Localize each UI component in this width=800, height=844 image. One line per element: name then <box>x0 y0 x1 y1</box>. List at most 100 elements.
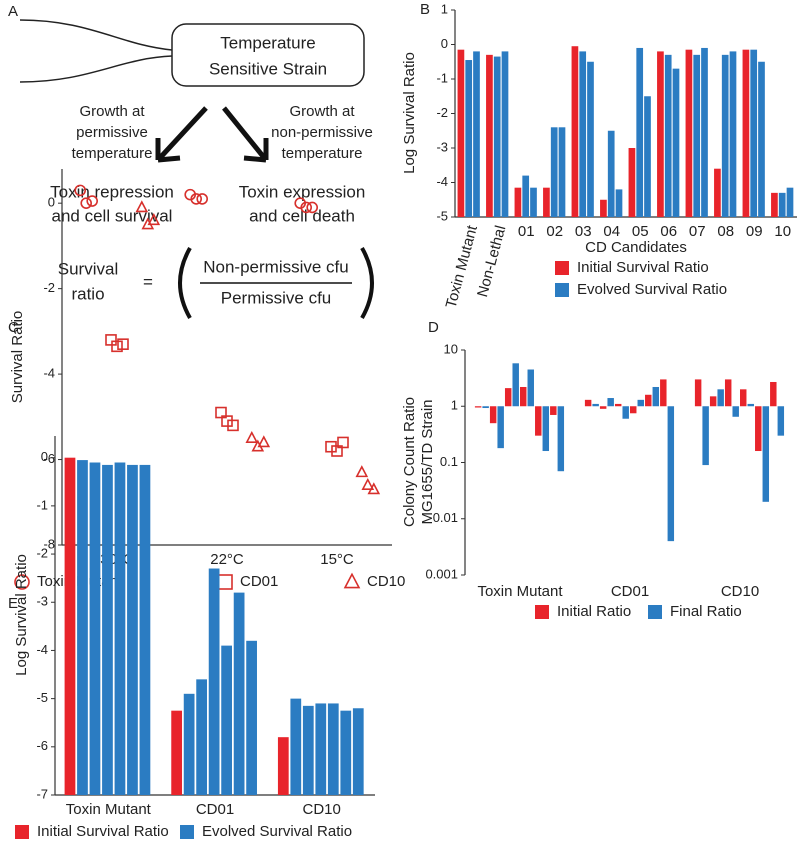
y-tick-label: -5 <box>36 690 48 705</box>
y-tick-label: -4 <box>436 174 448 189</box>
point <box>306 201 319 214</box>
strain-box <box>171 23 365 87</box>
legend-swatch <box>535 605 549 619</box>
legend-label: Final Ratio <box>670 603 742 620</box>
bar <box>571 46 579 217</box>
formula-equals: = <box>143 272 153 291</box>
x-tick-label: 04 <box>603 223 620 240</box>
bar <box>657 51 664 218</box>
bar <box>771 192 778 217</box>
y-tick-label: -6 <box>36 738 48 753</box>
bar <box>667 406 675 542</box>
condition-text: temperature <box>72 145 153 162</box>
bar <box>614 403 622 407</box>
bar <box>457 49 465 217</box>
point <box>355 465 369 478</box>
point <box>196 193 208 205</box>
panel-label: E <box>8 595 18 612</box>
point <box>245 430 259 443</box>
point <box>337 436 349 449</box>
bar <box>208 568 220 795</box>
bar <box>721 54 729 217</box>
point <box>331 445 343 457</box>
bar <box>64 457 76 795</box>
bar <box>474 406 482 408</box>
bar <box>636 47 644 218</box>
x-tick-label: 09 <box>746 223 763 240</box>
y-tick-label: -8 <box>43 536 55 551</box>
x-tick-label: 15°C <box>320 551 354 568</box>
bar <box>102 464 113 795</box>
bar <box>709 396 717 407</box>
point <box>135 200 149 213</box>
x-tick-label: 03 <box>575 223 592 240</box>
x-tick-label: Toxin Mutant <box>66 801 152 818</box>
x-tick-label: 05 <box>632 223 649 240</box>
bar <box>628 148 636 217</box>
x-tick-label: CD01 <box>611 583 649 600</box>
bar <box>327 703 339 795</box>
bar <box>592 403 599 407</box>
formula-text: Survival <box>58 259 118 278</box>
bar <box>520 386 527 407</box>
y-tick-label: -7 <box>36 786 48 801</box>
bar <box>777 406 785 436</box>
x-tick-label: Non-Lethal <box>474 224 509 299</box>
bar <box>672 68 680 218</box>
bar <box>489 406 497 424</box>
bar <box>183 693 195 795</box>
y-tick-label: -5 <box>436 208 448 223</box>
bar <box>740 389 747 407</box>
x-tick-label: 01 <box>518 223 535 240</box>
outcome-text: Toxin repression <box>50 182 174 201</box>
point <box>147 213 161 226</box>
legend-swatch <box>648 605 662 619</box>
bar <box>196 679 208 795</box>
y-tick-label: 0 <box>441 36 448 51</box>
bar <box>465 60 473 218</box>
y-tick-label: -4 <box>43 366 55 381</box>
legend-label: Initial Survival Ratio <box>37 823 169 840</box>
bar <box>579 51 587 218</box>
x-tick-label: 02 <box>546 223 563 240</box>
x-tick-label: 08 <box>717 223 734 240</box>
bar <box>504 388 512 407</box>
parenthesis <box>360 247 374 319</box>
bar <box>758 61 765 217</box>
bar <box>622 406 629 419</box>
bar <box>694 379 702 407</box>
formula-text: ratio <box>71 284 104 303</box>
y-tick-label: -2 <box>436 105 448 120</box>
point <box>227 419 239 432</box>
bar <box>714 168 721 217</box>
y-tick-label: 1 <box>441 1 448 16</box>
legend-label: Evolved Survival Ratio <box>202 823 352 840</box>
y-axis-label: Log Survival Ratio <box>13 554 30 676</box>
panel-label: A <box>8 3 18 20</box>
y-tick-label: 0 <box>48 195 55 210</box>
legend-label: Initial Ratio <box>557 603 631 620</box>
bar <box>482 406 489 409</box>
bar <box>277 737 289 795</box>
bar <box>770 381 777 407</box>
panel-label: B <box>420 1 430 18</box>
bar <box>315 703 327 795</box>
bar <box>693 54 701 217</box>
point <box>257 435 271 448</box>
bar <box>290 698 302 795</box>
x-tick-label: Toxin Mutant <box>443 223 482 310</box>
x-tick-label: Toxin Mutant <box>477 583 563 600</box>
y-tick-label: 0 <box>41 449 48 464</box>
point <box>300 201 313 214</box>
point <box>117 338 129 350</box>
bar <box>724 379 732 407</box>
bar <box>522 175 530 217</box>
bar <box>530 187 537 217</box>
condition-text: non-permissive <box>271 124 373 141</box>
legend-swatch <box>180 825 194 839</box>
strain-text: Temperature <box>220 33 315 52</box>
bar <box>747 403 754 407</box>
panel-label: D <box>428 319 439 336</box>
legend-label: Initial Survival Ratio <box>577 259 709 276</box>
point <box>111 340 123 353</box>
